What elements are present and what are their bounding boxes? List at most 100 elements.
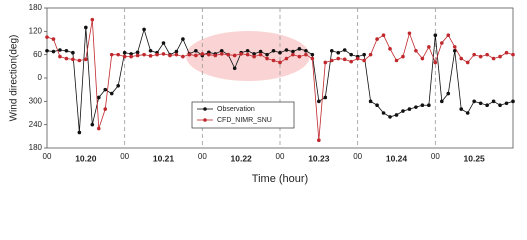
x-tick-label: 00 bbox=[43, 152, 52, 161]
data-point bbox=[90, 122, 95, 127]
data-point bbox=[64, 48, 69, 53]
data-point bbox=[491, 56, 496, 61]
data-point bbox=[452, 45, 457, 49]
day-label: 10.21 bbox=[153, 153, 175, 163]
data-point bbox=[135, 53, 140, 58]
data-point bbox=[265, 56, 269, 61]
data-point bbox=[84, 25, 88, 30]
data-point bbox=[51, 49, 56, 54]
data-point bbox=[375, 103, 379, 108]
data-point bbox=[174, 49, 179, 54]
data-point bbox=[414, 48, 418, 53]
y-tick-label: 180 bbox=[29, 3, 43, 12]
data-point bbox=[129, 52, 133, 56]
data-point bbox=[116, 52, 120, 57]
legend-marker bbox=[203, 118, 207, 122]
data-point bbox=[297, 54, 302, 59]
data-point bbox=[414, 105, 418, 109]
data-point bbox=[71, 57, 75, 62]
data-point bbox=[161, 41, 166, 45]
data-point bbox=[381, 33, 386, 38]
data-point bbox=[245, 52, 250, 57]
data-point bbox=[485, 103, 489, 108]
data-point bbox=[155, 52, 159, 57]
day-label: 10.22 bbox=[231, 153, 253, 163]
data-point bbox=[77, 58, 82, 63]
data-point bbox=[433, 60, 438, 65]
data-point bbox=[45, 48, 49, 53]
data-point bbox=[478, 54, 483, 59]
day-label: 10.23 bbox=[308, 153, 330, 163]
data-point bbox=[427, 103, 431, 108]
data-point bbox=[219, 48, 224, 53]
data-point bbox=[368, 52, 373, 57]
data-point bbox=[51, 37, 56, 41]
data-point bbox=[394, 58, 399, 63]
x-tick-label: 00 bbox=[120, 152, 129, 161]
data-point bbox=[504, 101, 509, 106]
data-point bbox=[401, 109, 405, 113]
data-point bbox=[116, 83, 120, 88]
legend-label: CFD_NIMR_SNU bbox=[217, 117, 272, 124]
data-point bbox=[336, 56, 341, 61]
data-point bbox=[213, 53, 218, 58]
data-point bbox=[232, 53, 237, 58]
legend-label: Observation bbox=[217, 106, 255, 113]
x-tick-label: 00 bbox=[353, 152, 362, 161]
y-tick-label: 0 bbox=[38, 73, 43, 82]
data-point bbox=[122, 54, 127, 59]
data-point bbox=[420, 103, 425, 108]
data-point bbox=[148, 54, 153, 58]
data-point bbox=[252, 52, 256, 56]
data-point bbox=[381, 111, 386, 115]
data-point bbox=[252, 54, 256, 59]
y-tick-label: 60 bbox=[33, 50, 42, 59]
data-point bbox=[239, 52, 243, 56]
data-point bbox=[284, 56, 289, 61]
data-point bbox=[265, 52, 269, 57]
data-point bbox=[219, 52, 224, 56]
data-point bbox=[226, 52, 231, 57]
data-point bbox=[71, 50, 75, 55]
data-point bbox=[142, 52, 146, 57]
data-point bbox=[181, 54, 185, 59]
data-point bbox=[472, 52, 476, 57]
data-point bbox=[478, 101, 483, 106]
legend-marker bbox=[203, 107, 207, 111]
data-point bbox=[446, 91, 451, 96]
data-point bbox=[232, 66, 237, 71]
data-point bbox=[440, 99, 444, 104]
data-point bbox=[122, 50, 127, 55]
x-axis-title: Time (hour) bbox=[252, 173, 308, 185]
data-point bbox=[368, 99, 373, 104]
data-point bbox=[181, 37, 185, 41]
data-point bbox=[174, 52, 179, 57]
data-point bbox=[187, 52, 192, 57]
data-point bbox=[355, 56, 360, 61]
data-point bbox=[245, 48, 250, 53]
data-point bbox=[401, 54, 405, 59]
y-axis-title: Wind direction(deg) bbox=[9, 35, 20, 122]
data-point bbox=[103, 87, 108, 92]
data-point bbox=[84, 57, 88, 62]
data-point bbox=[135, 50, 140, 55]
data-point bbox=[258, 52, 263, 57]
data-point bbox=[58, 48, 62, 52]
data-point bbox=[103, 107, 108, 111]
data-point bbox=[491, 99, 496, 104]
data-point bbox=[375, 37, 379, 41]
data-point bbox=[168, 53, 172, 58]
data-point bbox=[109, 91, 114, 96]
data-point bbox=[291, 52, 295, 57]
y-tick-label: 180 bbox=[29, 143, 43, 152]
y-tick-label: 240 bbox=[29, 120, 43, 129]
data-point bbox=[142, 27, 146, 32]
data-point bbox=[427, 45, 431, 49]
legend-box bbox=[191, 101, 295, 129]
data-point bbox=[440, 41, 444, 45]
data-point bbox=[342, 48, 347, 52]
data-point bbox=[498, 54, 502, 59]
data-point bbox=[511, 52, 515, 57]
data-point bbox=[388, 47, 392, 51]
data-point bbox=[278, 60, 282, 65]
